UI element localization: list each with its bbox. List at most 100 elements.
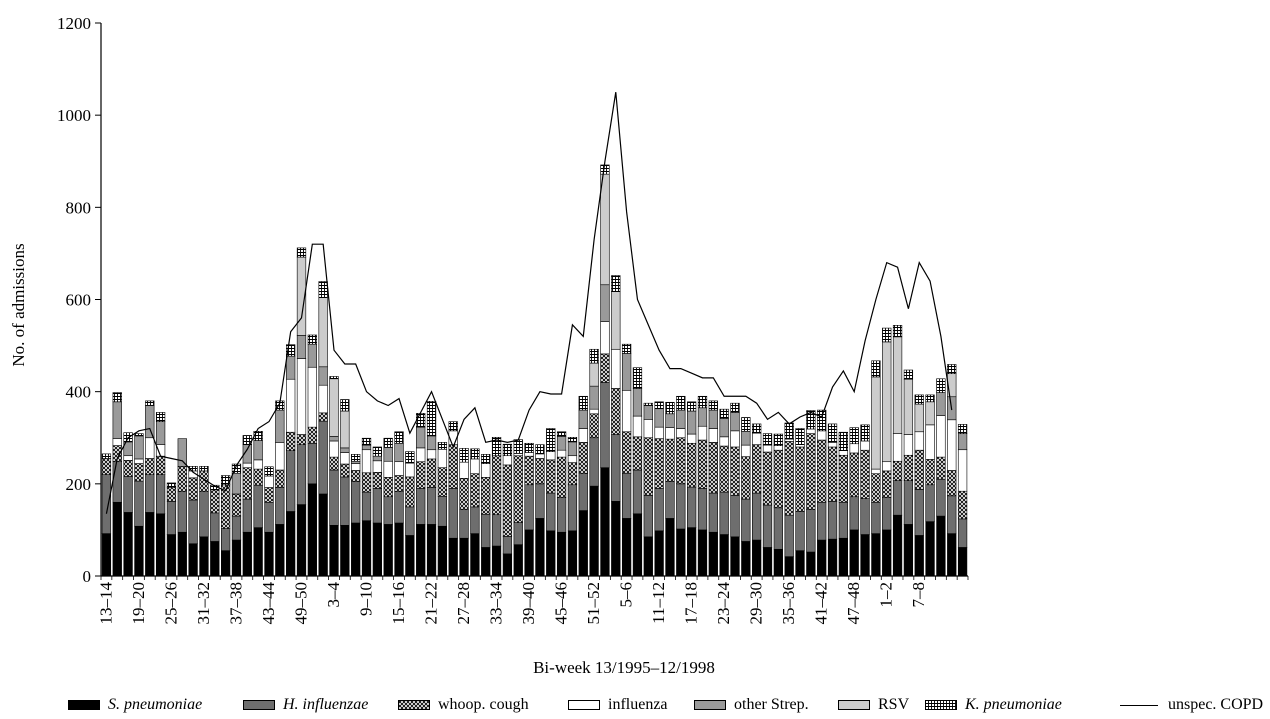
bar-segment-k-pneumoniae-0 [101, 453, 112, 459]
x-tick-label-11: 27–28 [454, 582, 473, 625]
bar-segment-k-pneumoniae-61 [762, 433, 773, 446]
bar-segment-h-influenzae-43 [567, 484, 578, 532]
bar-segment-h-influenzae-68 [838, 501, 849, 539]
x-tick-label-5: 43–44 [259, 582, 278, 625]
x-tick-label-2: 25–26 [161, 582, 180, 625]
x-axis-title: Bi-week 13/1995–12/1998 [533, 658, 715, 677]
bar-segment-other-strep--30 [426, 435, 437, 451]
bar-segment-k-pneumoniae-27 [394, 431, 404, 444]
legend: S. pneumoniae H. influenzae whoop. cough… [0, 696, 1270, 714]
bar-segment-influenza-5 [155, 444, 166, 457]
bar-segment-influenza-14 [253, 459, 263, 470]
bar-segment-whoop-cough-66 [817, 439, 827, 503]
x-tick-label-6: 49–50 [291, 582, 310, 625]
bar-segment-k-pneumoniae-59 [741, 417, 751, 432]
bar-segment-influenza-54 [687, 433, 697, 444]
bar-segment-h-influenzae-10 [210, 512, 220, 542]
bar-segment-influenza-69 [849, 443, 859, 454]
bar-segment-h-influenzae-59 [741, 498, 751, 542]
bar-segment-k-pneumoniae-21 [329, 376, 339, 380]
legend-label-influenza: influenza [608, 696, 668, 713]
bar-segment-influenza-58 [730, 430, 740, 448]
bar-segment-whoop-cough-42 [556, 456, 567, 498]
bar-segment-h-influenzae-60 [752, 492, 762, 541]
legend-swatch-influenza [568, 700, 600, 710]
bar-segment-h-influenzae-77 [936, 478, 946, 517]
bar-segment-whoop-cough-13 [242, 467, 252, 500]
bar-segment-whoop-cough-5 [155, 455, 166, 475]
bar-segment-other-strep--51 [654, 408, 664, 428]
bar-segment-whoop-cough-61 [762, 451, 773, 506]
bar-segment-h-influenzae-22 [340, 476, 350, 526]
bar-segment-k-pneumoniae-50 [643, 402, 653, 406]
x-tick-label-3: 31–32 [194, 582, 213, 625]
bar-segment-s-pneumoniae-12 [231, 539, 242, 577]
bar-segment-h-influenzae-63 [784, 514, 794, 557]
bar-segment-s-pneumoniae-58 [730, 536, 740, 577]
bar-segment-s-pneumoniae-75 [914, 535, 924, 577]
bar-segment-k-pneumoniae-51 [654, 401, 664, 410]
y-tick-label-200: 200 [66, 475, 92, 494]
bar-segment-other-strep--48 [621, 353, 632, 391]
bar-segment-h-influenzae-73 [892, 480, 903, 516]
bar-segment-influenza-66 [817, 430, 827, 441]
bar-segment-whoop-cough-40 [535, 458, 545, 485]
bar-segment-whoop-cough-0 [101, 458, 112, 475]
bar-segment-other-strep--23 [351, 460, 361, 464]
bar-segment-s-pneumoniae-3 [134, 525, 144, 577]
bar-stack-group [101, 164, 968, 577]
bar-segment-influenza-30 [426, 449, 437, 460]
bar-segment-h-influenzae-12 [231, 515, 242, 541]
bar-segment-k-pneumoniae-26 [383, 437, 393, 448]
bar-segment-s-pneumoniae-54 [687, 527, 697, 577]
bar-segment-whoop-cough-74 [903, 454, 914, 481]
bar-segment-k-pneumoniae-78 [947, 364, 957, 375]
bar-segment-s-pneumoniae-79 [957, 547, 968, 577]
x-tick-label-13: 39–40 [519, 582, 538, 625]
bar-segment-s-pneumoniae-57 [719, 534, 729, 577]
bar-segment-whoop-cough-16 [275, 469, 285, 488]
bar-segment-influenza-3 [134, 458, 144, 464]
bar-segment-s-pneumoniae-50 [643, 536, 653, 577]
bar-segment-k-pneumoniae-12 [231, 463, 242, 474]
bar-segment-influenza-49 [632, 415, 643, 438]
bar-segment-k-pneumoniae-6 [166, 482, 177, 488]
bar-segment-whoop-cough-49 [632, 436, 643, 471]
bar-segment-influenza-70 [860, 440, 870, 451]
bar-segment-h-influenzae-34 [470, 506, 480, 534]
bar-segment-h-influenzae-24 [361, 491, 372, 522]
bar-segment-h-influenzae-57 [719, 491, 729, 535]
bar-segment-influenza-75 [914, 431, 924, 451]
bar-segment-other-strep--56 [708, 409, 718, 429]
bar-segment-whoop-cough-50 [643, 437, 653, 496]
bar-segment-h-influenzae-19 [307, 442, 317, 485]
y-tick-label-1000: 1000 [57, 106, 91, 125]
bar-segment-h-influenzae-78 [947, 495, 957, 534]
legend-swatch-k-pneumoniae [925, 700, 957, 710]
bar-segment-s-pneumoniae-51 [654, 530, 664, 577]
bar-segment-k-pneumoniae-33 [459, 448, 469, 463]
axes-group: 0 200 400 600 800 1000 1200 13–14 19–20 25–26 31–3… [57, 14, 969, 625]
x-tick-label-17: 11–12 [649, 582, 668, 624]
bar-segment-influenza-21 [329, 440, 339, 458]
bar-segment-k-pneumoniae-71 [871, 360, 881, 378]
bar-segment-s-pneumoniae-11 [221, 550, 231, 577]
bar-segment-influenza-77 [936, 415, 946, 458]
bar-segment-k-pneumoniae-29 [416, 413, 426, 428]
bar-segment-h-influenzae-27 [394, 491, 404, 524]
bar-segment-s-pneumoniae-40 [535, 518, 545, 577]
bar-segment-whoop-cough-46 [600, 353, 610, 383]
legend-label-s-pneumoniae: S. pneumoniae [108, 696, 203, 713]
bar-segment-h-influenzae-50 [643, 495, 653, 538]
bar-segment-h-influenzae-4 [145, 474, 155, 513]
bar-segment-s-pneumoniae-31 [437, 525, 448, 577]
x-tick-label-15: 51–52 [584, 582, 603, 625]
bar-segment-influenza-35 [481, 463, 491, 478]
bar-segment-influenza-63 [784, 438, 794, 442]
bar-segment-whoop-cough-57 [719, 445, 729, 493]
bar-segment-s-pneumoniae-61 [762, 547, 773, 577]
copd-line-group [105, 92, 953, 514]
bar-segment-h-influenzae-46 [600, 382, 610, 469]
bar-segment-k-pneumoniae-44 [578, 395, 588, 411]
bar-segment-h-influenzae-15 [264, 501, 274, 533]
